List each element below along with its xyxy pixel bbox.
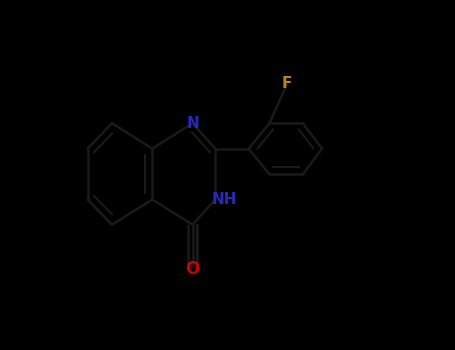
Text: O: O — [185, 260, 200, 279]
Text: NH: NH — [211, 192, 237, 207]
Text: F: F — [282, 77, 292, 91]
Text: N: N — [186, 116, 199, 131]
